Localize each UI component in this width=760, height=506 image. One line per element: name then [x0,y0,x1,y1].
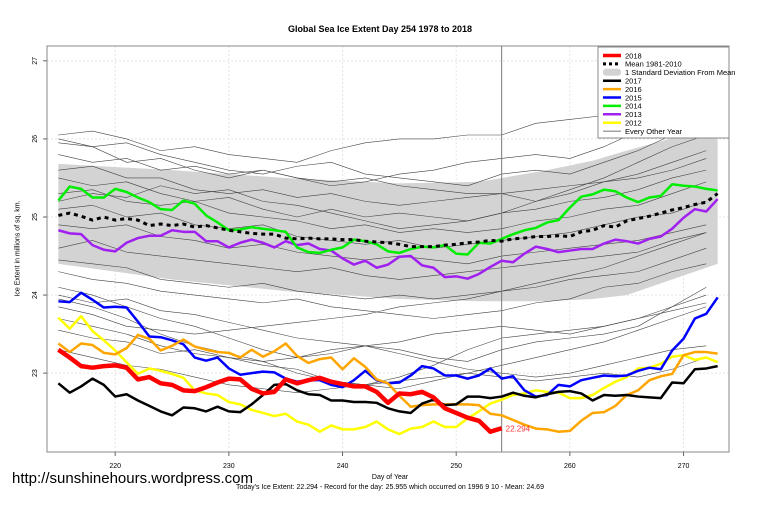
legend-label: 2017 [625,77,642,86]
legend-label: 2012 [625,119,642,128]
legend-label: 2018 [625,51,642,60]
x-tick-label: 220 [109,463,121,470]
series-line-2014 [57,182,718,256]
other-year-line [58,134,707,230]
other-year-line [58,286,707,362]
legend-label: 2013 [625,110,642,119]
other-year-line [58,329,707,378]
other-year-line [58,232,707,335]
plot-frame [46,45,730,453]
legend-label: 2015 [625,93,642,102]
legend-label: 2016 [625,85,642,94]
other-year-line [58,232,707,280]
x-tick-label: 230 [223,463,235,470]
legend-label: Mean 1981-2010 [625,60,682,69]
y-tick-label: 26 [32,135,39,143]
current-value-label: 22.294 [506,424,531,433]
other-year-line [58,286,707,358]
watermark-url: http://sunshinehours.wordpress.com [12,470,253,487]
other-year-line [58,181,707,233]
series-line-2016 [57,333,718,433]
legend-label: 1 Standard Deviation From Mean [625,68,735,77]
other-year-line [58,158,707,206]
chart-title: Global Sea Ice Extent Day 254 1978 to 20… [287,24,473,34]
other-year-line [58,103,707,187]
other-year-line [58,169,707,222]
y-tick-label: 25 [32,213,39,221]
footer-summary: Today's Ice Extent: 22.294 - Record for … [236,484,544,491]
other-year-line [58,263,707,319]
series-line-2018 [57,347,503,434]
legend-swatch-band [603,68,621,76]
legend-label: 2014 [625,102,642,111]
x-tick-label: 240 [337,463,349,470]
other-year-line [58,247,707,300]
std-deviation-band [58,119,718,302]
y-axis-label: Ice Extent in millions of sq. km. [14,200,22,297]
y-tick-label: 24 [32,291,39,299]
x-axis-label: Day of Year [371,474,409,481]
series-line-2013 [58,198,719,280]
series-line-2017 [57,364,718,417]
x-tick-label: 270 [678,463,690,470]
y-tick-label: 23 [32,369,39,377]
other-year-line [58,150,707,194]
x-tick-label: 250 [450,463,462,470]
series-line-mean-1981-2010 [58,192,719,249]
other-year-line [58,123,707,187]
legend-label: Every Other Year [625,127,683,136]
series-line-2012 [57,314,719,436]
x-tick-label: 260 [564,463,576,470]
y-tick-label: 27 [32,57,39,65]
